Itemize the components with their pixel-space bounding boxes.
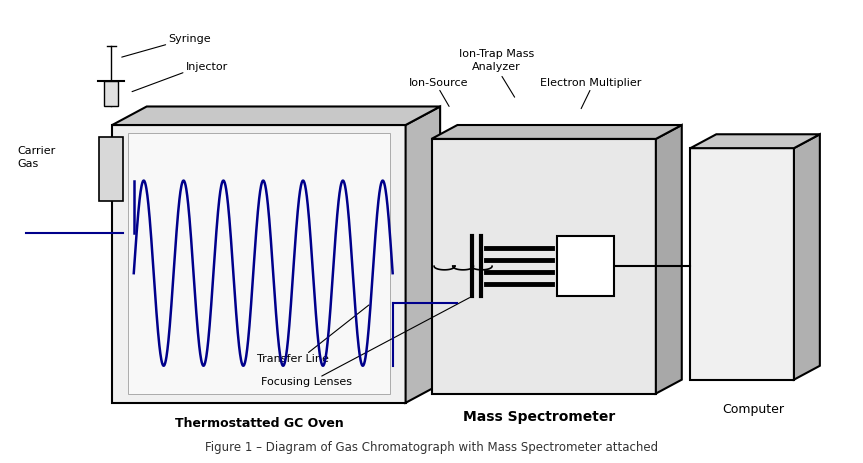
Text: Carrier
Gas: Carrier Gas bbox=[17, 146, 55, 169]
Polygon shape bbox=[112, 125, 406, 403]
Polygon shape bbox=[112, 106, 440, 125]
Polygon shape bbox=[432, 139, 656, 394]
Bar bbox=[104, 81, 118, 106]
Text: Electron Multiplier: Electron Multiplier bbox=[540, 78, 642, 88]
Text: Ion-Source: Ion-Source bbox=[409, 78, 468, 88]
Text: Thermostatted GC Oven: Thermostatted GC Oven bbox=[174, 417, 343, 430]
Polygon shape bbox=[406, 106, 440, 403]
Polygon shape bbox=[690, 134, 820, 148]
Polygon shape bbox=[794, 134, 820, 380]
Bar bbox=[99, 137, 123, 201]
Polygon shape bbox=[432, 125, 682, 139]
Text: Injector: Injector bbox=[186, 62, 228, 72]
Polygon shape bbox=[656, 125, 682, 394]
Bar bbox=[557, 236, 614, 296]
Text: Syringe: Syringe bbox=[168, 34, 211, 44]
Text: Focusing Lenses: Focusing Lenses bbox=[261, 377, 352, 388]
Text: Mass Spectrometer: Mass Spectrometer bbox=[463, 410, 615, 424]
Bar bbox=[128, 133, 390, 394]
Text: Transfer Line: Transfer Line bbox=[257, 354, 330, 364]
Text: Ion-Trap Mass
Analyzer: Ion-Trap Mass Analyzer bbox=[458, 50, 534, 72]
Text: Computer: Computer bbox=[722, 403, 784, 416]
Text: Figure 1 – Diagram of Gas Chromatograph with Mass Spectrometer attached: Figure 1 – Diagram of Gas Chromatograph … bbox=[205, 441, 658, 454]
Polygon shape bbox=[690, 148, 794, 380]
